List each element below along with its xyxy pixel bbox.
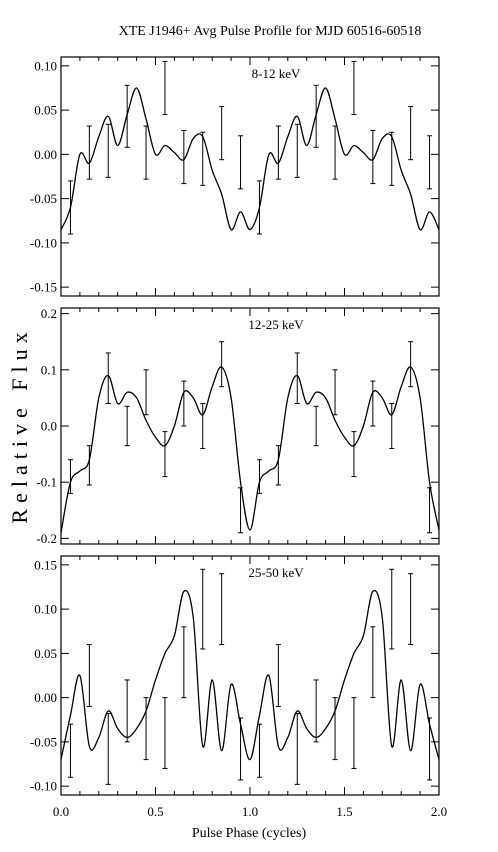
y-tick-label: 0.10 bbox=[34, 58, 57, 73]
profile-curve bbox=[60, 589, 440, 761]
y-tick-label: 0.2 bbox=[41, 306, 57, 321]
x-tick-label: 0.5 bbox=[147, 804, 163, 819]
x-tick-label: 0.0 bbox=[53, 804, 69, 819]
y-tick-label: -0.1 bbox=[36, 475, 57, 490]
y-tick-label: 0.05 bbox=[34, 646, 57, 661]
panel-3: -0.10 -0.05 0.00 0.05 0.10 0.15 25-50 keV bbox=[30, 555, 440, 796]
y-tick-label: 0.15 bbox=[34, 557, 57, 572]
y-tick-label: 0.00 bbox=[34, 147, 57, 162]
y-tick-label: 0.05 bbox=[34, 103, 57, 118]
y-tick-label: 0.1 bbox=[41, 362, 57, 377]
x-tick-label: 2.0 bbox=[431, 804, 447, 819]
y-tick-label: -0.15 bbox=[30, 280, 57, 295]
y-tick-label: 0.0 bbox=[41, 419, 57, 434]
profile-curve bbox=[60, 366, 440, 533]
x-tick-label: 1.0 bbox=[242, 804, 258, 819]
y-tick-label: -0.2 bbox=[36, 531, 57, 546]
y-tick-label: 0.00 bbox=[34, 690, 57, 705]
y-tick-label: -0.05 bbox=[30, 734, 57, 749]
x-tick-label: 1.5 bbox=[336, 804, 352, 819]
panel-frame bbox=[60, 307, 440, 545]
figure-title: XTE J1946+ Avg Pulse Profile for MJD 605… bbox=[119, 24, 422, 39]
y-tick-label: -0.10 bbox=[30, 235, 57, 250]
energy-band-label: 8-12 keV bbox=[252, 66, 301, 81]
y-tick-label: -0.10 bbox=[30, 779, 57, 794]
y-tick-label: -0.05 bbox=[30, 191, 57, 206]
panel-frame bbox=[60, 56, 440, 297]
profile-curve bbox=[60, 87, 440, 231]
panel-2: -0.2 -0.1 0.0 0.1 0.2 12-25 keV bbox=[36, 306, 440, 546]
y-tick-label: 0.10 bbox=[34, 602, 57, 617]
panels: -0.15-0.10-0.050.000.050.108-12 keV-0.2-… bbox=[30, 56, 447, 819]
energy-band-label: 25-50 keV bbox=[248, 565, 304, 580]
x-axis-label: Pulse Phase (cycles) bbox=[192, 826, 307, 841]
y-axis-label: Relative Flux bbox=[7, 326, 32, 523]
energy-band-label: 12-25 keV bbox=[248, 317, 304, 332]
panel-1: -0.15 -0.10 -0.05 0.00 0.05 0.10 8-12 keV bbox=[30, 56, 440, 297]
